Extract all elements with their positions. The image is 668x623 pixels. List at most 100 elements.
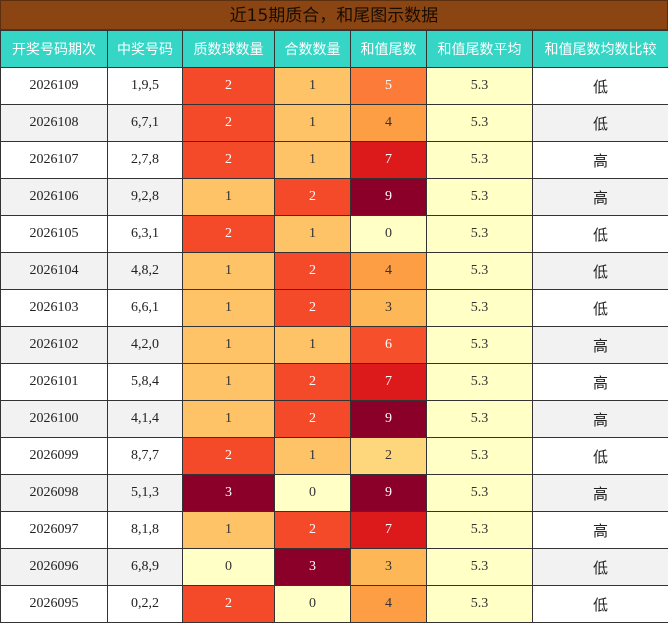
cell-sum-tail-avg: 5.3 xyxy=(427,475,533,512)
cell-sum-tail-avg: 5.3 xyxy=(427,142,533,179)
cell-numbers: 1,9,5 xyxy=(108,68,183,105)
cell-sum-tail-avg: 5.3 xyxy=(427,586,533,623)
cell-compare: 低 xyxy=(533,438,668,475)
cell-prime-count: 2 xyxy=(183,438,275,475)
cell-sum-tail-avg: 5.3 xyxy=(427,438,533,475)
cell-composite-count: 2 xyxy=(275,290,351,327)
cell-sum-tail: 3 xyxy=(351,549,427,586)
cell-period: 2026103 xyxy=(1,290,108,327)
cell-compare: 高 xyxy=(533,512,668,549)
col-header-sum-tail: 和值尾数 xyxy=(351,31,427,68)
cell-numbers: 6,6,1 xyxy=(108,290,183,327)
cell-sum-tail: 0 xyxy=(351,216,427,253)
cell-numbers: 8,7,7 xyxy=(108,438,183,475)
cell-numbers: 0,2,2 xyxy=(108,586,183,623)
cell-numbers: 6,3,1 xyxy=(108,216,183,253)
cell-sum-tail-avg: 5.3 xyxy=(427,290,533,327)
cell-prime-count: 2 xyxy=(183,68,275,105)
cell-prime-count: 2 xyxy=(183,142,275,179)
cell-compare: 低 xyxy=(533,253,668,290)
cell-compare: 低 xyxy=(533,290,668,327)
cell-composite-count: 3 xyxy=(275,549,351,586)
header-row: 开奖号码期次 中奖号码 质数球数量 合数数量 和值尾数 和值尾数平均 和值尾数均… xyxy=(1,31,668,68)
cell-numbers: 4,1,4 xyxy=(108,401,183,438)
cell-sum-tail-avg: 5.3 xyxy=(427,105,533,142)
cell-compare: 高 xyxy=(533,401,668,438)
cell-compare: 低 xyxy=(533,68,668,105)
cell-sum-tail-avg: 5.3 xyxy=(427,549,533,586)
cell-sum-tail: 2 xyxy=(351,438,427,475)
cell-prime-count: 1 xyxy=(183,253,275,290)
cell-period: 2026105 xyxy=(1,216,108,253)
cell-prime-count: 1 xyxy=(183,179,275,216)
cell-period: 2026106 xyxy=(1,179,108,216)
cell-sum-tail: 4 xyxy=(351,105,427,142)
cell-sum-tail: 6 xyxy=(351,327,427,364)
cell-sum-tail: 3 xyxy=(351,290,427,327)
cell-prime-count: 1 xyxy=(183,290,275,327)
cell-numbers: 5,8,4 xyxy=(108,364,183,401)
cell-numbers: 8,1,8 xyxy=(108,512,183,549)
cell-compare: 高 xyxy=(533,327,668,364)
cell-sum-tail: 9 xyxy=(351,475,427,512)
cell-numbers: 6,8,9 xyxy=(108,549,183,586)
cell-period: 2026101 xyxy=(1,364,108,401)
cell-composite-count: 1 xyxy=(275,105,351,142)
cell-compare: 低 xyxy=(533,549,668,586)
data-table: 开奖号码期次 中奖号码 质数球数量 合数数量 和值尾数 和值尾数平均 和值尾数均… xyxy=(0,30,668,623)
cell-prime-count: 1 xyxy=(183,364,275,401)
cell-sum-tail-avg: 5.3 xyxy=(427,68,533,105)
col-header-composite-count: 合数数量 xyxy=(275,31,351,68)
cell-sum-tail: 7 xyxy=(351,512,427,549)
cell-sum-tail-avg: 5.3 xyxy=(427,253,533,290)
col-header-sum-tail-avg: 和值尾数平均 xyxy=(427,31,533,68)
cell-period: 2026107 xyxy=(1,142,108,179)
col-header-compare: 和值尾数均数比较 xyxy=(533,31,668,68)
cell-composite-count: 0 xyxy=(275,586,351,623)
cell-period: 2026097 xyxy=(1,512,108,549)
cell-sum-tail-avg: 5.3 xyxy=(427,179,533,216)
col-header-numbers: 中奖号码 xyxy=(108,31,183,68)
cell-prime-count: 1 xyxy=(183,512,275,549)
cell-prime-count: 0 xyxy=(183,549,275,586)
cell-prime-count: 1 xyxy=(183,401,275,438)
cell-numbers: 6,7,1 xyxy=(108,105,183,142)
page-title: 近15期质合，和尾图示数据 xyxy=(0,0,668,30)
cell-sum-tail-avg: 5.3 xyxy=(427,327,533,364)
cell-compare: 低 xyxy=(533,105,668,142)
cell-composite-count: 2 xyxy=(275,364,351,401)
cell-sum-tail-avg: 5.3 xyxy=(427,364,533,401)
cell-composite-count: 1 xyxy=(275,438,351,475)
cell-compare: 低 xyxy=(533,586,668,623)
cell-composite-count: 2 xyxy=(275,401,351,438)
cell-numbers: 4,8,2 xyxy=(108,253,183,290)
cell-sum-tail-avg: 5.3 xyxy=(427,216,533,253)
cell-sum-tail: 9 xyxy=(351,179,427,216)
cell-period: 2026109 xyxy=(1,68,108,105)
cell-sum-tail: 9 xyxy=(351,401,427,438)
cell-period: 2026100 xyxy=(1,401,108,438)
col-header-period: 开奖号码期次 xyxy=(1,31,108,68)
cell-numbers: 9,2,8 xyxy=(108,179,183,216)
cell-composite-count: 1 xyxy=(275,68,351,105)
cell-sum-tail: 4 xyxy=(351,586,427,623)
cell-compare: 高 xyxy=(533,475,668,512)
cell-sum-tail-avg: 5.3 xyxy=(427,401,533,438)
cell-period: 2026099 xyxy=(1,438,108,475)
col-header-prime-count: 质数球数量 xyxy=(183,31,275,68)
